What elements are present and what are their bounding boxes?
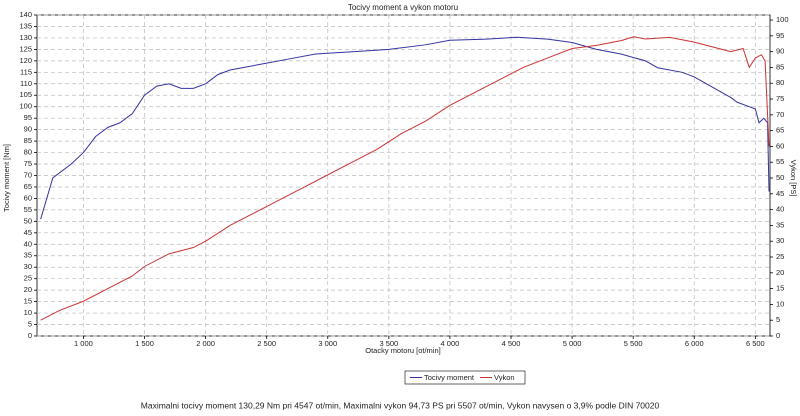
y2-tick-label: 40 — [776, 205, 784, 214]
y2-tick-label: 75 — [776, 94, 784, 103]
x-tick-label: 2 000 — [196, 339, 215, 348]
y2-tick-label: 15 — [776, 284, 784, 293]
x-tick-label: 6 500 — [746, 339, 765, 348]
chart-title: Tocivy moment a vykon motoru — [348, 3, 458, 12]
y2-tick-label: 70 — [776, 110, 784, 119]
y-tick-label: 65 — [24, 182, 32, 191]
footnote: Maximalni tocivy moment 130,29 Nm pri 45… — [141, 400, 660, 410]
x-tick-label: 6 000 — [685, 339, 704, 348]
y-tick-label: 80 — [24, 148, 32, 157]
x-tick-label: 4 500 — [502, 339, 521, 348]
y2-tick-label: 100 — [776, 15, 789, 24]
y-tick-label: 125 — [19, 44, 32, 53]
y2-tick-label: 80 — [776, 78, 784, 87]
y-axis-label: Tocivy moment [Nm] — [2, 144, 11, 212]
x-tick-label: 5 500 — [624, 339, 643, 348]
legend-label: Vykon — [494, 373, 515, 382]
y-tick-label: 15 — [24, 297, 32, 306]
y-tick-label: 95 — [24, 113, 32, 122]
y2-tick-label: 50 — [776, 173, 784, 182]
y2-tick-label: 10 — [776, 299, 784, 308]
y2-axis-label: Vykon [PS] — [789, 160, 798, 197]
series-line — [40, 36, 770, 220]
y2-tick-label: 5 — [776, 315, 780, 324]
y-tick-label: 110 — [20, 79, 32, 88]
y2-tick-label: 45 — [776, 189, 784, 198]
x-tick-label: 3 000 — [318, 339, 337, 348]
x-tick-label: 1 500 — [135, 339, 154, 348]
y-tick-label: 140 — [19, 10, 32, 19]
y-tick-label: 35 — [24, 251, 32, 260]
y-tick-label: 50 — [24, 216, 32, 225]
x-tick-label: 3 500 — [379, 339, 398, 348]
y2-tick-label: 65 — [776, 126, 784, 135]
y-tick-label: 85 — [24, 136, 32, 145]
y-tick-label: 40 — [24, 239, 32, 248]
y-tick-label: 0 — [28, 331, 32, 340]
y-tick-label: 25 — [24, 274, 32, 283]
y-tick-label: 100 — [19, 102, 32, 111]
y-tick-label: 10 — [24, 308, 32, 317]
y2-tick-label: 30 — [776, 236, 784, 245]
x-tick-label: 5 000 — [563, 339, 582, 348]
x-tick-label: 1 000 — [74, 339, 93, 348]
y2-tick-label: 20 — [776, 268, 784, 277]
y-tick-label: 105 — [19, 90, 32, 99]
y2-tick-label: 60 — [776, 141, 784, 150]
legend-box — [404, 370, 526, 385]
y-tick-label: 135 — [19, 21, 32, 30]
y2-tick-label: 95 — [776, 31, 784, 40]
y-tick-label: 45 — [24, 228, 32, 237]
y-tick-label: 130 — [19, 33, 32, 42]
x-tick-label: 4 000 — [441, 339, 460, 348]
y2-tick-label: 0 — [776, 331, 780, 340]
y-tick-label: 5 — [28, 320, 32, 329]
y2-tick-label: 55 — [776, 157, 784, 166]
y2-tick-label: 35 — [776, 220, 784, 229]
y-tick-label: 20 — [24, 285, 32, 294]
series-line — [40, 36, 770, 321]
y-tick-label: 55 — [24, 205, 32, 214]
y-tick-label: 70 — [24, 170, 32, 179]
y-tick-label: 60 — [24, 193, 32, 202]
y-tick-label: 115 — [20, 67, 32, 76]
y2-tick-label: 25 — [776, 252, 784, 261]
y-tick-label: 90 — [24, 125, 32, 134]
y-tick-label: 30 — [24, 262, 32, 271]
legend-label: Tocivy moment — [424, 373, 475, 382]
x-tick-label: 2 500 — [257, 339, 276, 348]
y2-tick-label: 90 — [776, 47, 784, 56]
y2-tick-label: 85 — [776, 62, 784, 71]
y-tick-label: 75 — [24, 159, 32, 168]
y-tick-label: 120 — [19, 56, 32, 65]
x-axis-label: Otacky motoru [ot/min] — [365, 346, 440, 355]
